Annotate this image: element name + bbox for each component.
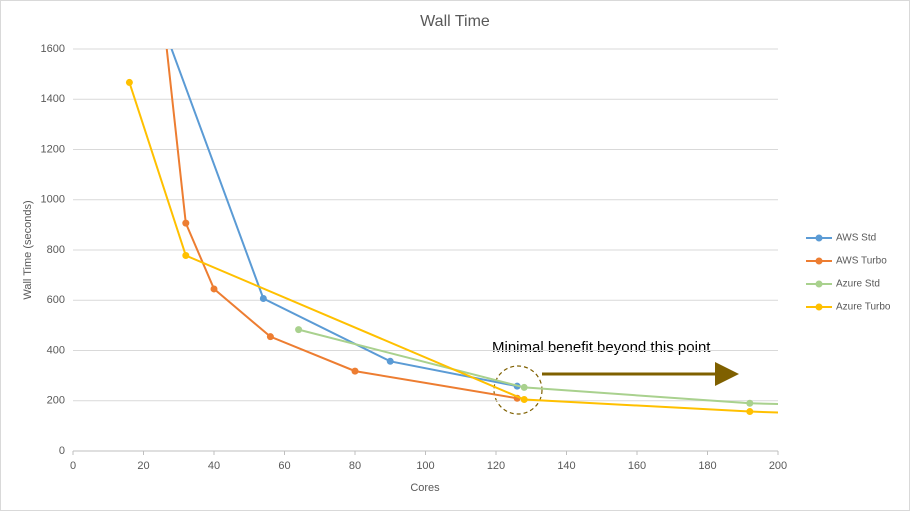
legend-label: Azure Turbo bbox=[836, 302, 891, 313]
point bbox=[182, 252, 190, 260]
x-tick-label: 160 bbox=[628, 460, 646, 472]
y-tick-label: 1600 bbox=[41, 43, 65, 55]
x-tick-label: 120 bbox=[487, 460, 505, 472]
y-tick-label: 0 bbox=[59, 445, 65, 457]
point bbox=[259, 294, 267, 302]
y-tick-label: 800 bbox=[47, 244, 65, 256]
series-line bbox=[165, 49, 518, 400]
point bbox=[182, 219, 190, 227]
legend-label: AWS Std bbox=[836, 233, 876, 244]
y-tick-label: 400 bbox=[47, 344, 65, 356]
annotation: Minimal benefit beyond this point bbox=[492, 339, 711, 356]
y-tick-label: 200 bbox=[47, 395, 65, 407]
point bbox=[210, 285, 218, 293]
plot-area bbox=[125, 49, 778, 416]
legend-label: Azure Std bbox=[836, 279, 880, 290]
point bbox=[386, 357, 394, 365]
legend-marker bbox=[815, 234, 823, 242]
legend-marker bbox=[815, 280, 823, 288]
point bbox=[746, 399, 754, 407]
highlight-circle bbox=[493, 365, 543, 415]
y-axis-label: Wall Time (seconds) bbox=[22, 200, 34, 299]
series-line bbox=[298, 328, 778, 406]
x-tick-label: 140 bbox=[557, 460, 575, 472]
point bbox=[520, 383, 528, 391]
x-axis-label: Cores bbox=[410, 482, 440, 494]
y-tick-label: 1400 bbox=[41, 93, 65, 105]
x-tick-label: 180 bbox=[698, 460, 716, 472]
point bbox=[520, 395, 528, 403]
y-tick-label: 600 bbox=[47, 294, 65, 306]
x-tick-label: 0 bbox=[70, 460, 76, 472]
x-tick-label: 80 bbox=[349, 460, 361, 472]
legend-marker bbox=[815, 303, 823, 311]
y-tick-label: 1000 bbox=[41, 194, 65, 206]
point bbox=[125, 78, 133, 86]
chart-title: Wall Time bbox=[420, 13, 490, 30]
legend-marker bbox=[815, 257, 823, 265]
series-line bbox=[170, 49, 518, 388]
legend-label: AWS Turbo bbox=[836, 256, 887, 267]
x-tick-label: 100 bbox=[416, 460, 434, 472]
x-tick-label: 40 bbox=[208, 460, 220, 472]
x-tick-label: 200 bbox=[769, 460, 787, 472]
point bbox=[351, 367, 359, 375]
point bbox=[266, 333, 274, 341]
y-tick-label: 1200 bbox=[41, 143, 65, 155]
x-tick-label: 20 bbox=[137, 460, 149, 472]
point bbox=[746, 408, 754, 416]
point bbox=[295, 326, 303, 334]
x-tick-label: 60 bbox=[278, 460, 290, 472]
